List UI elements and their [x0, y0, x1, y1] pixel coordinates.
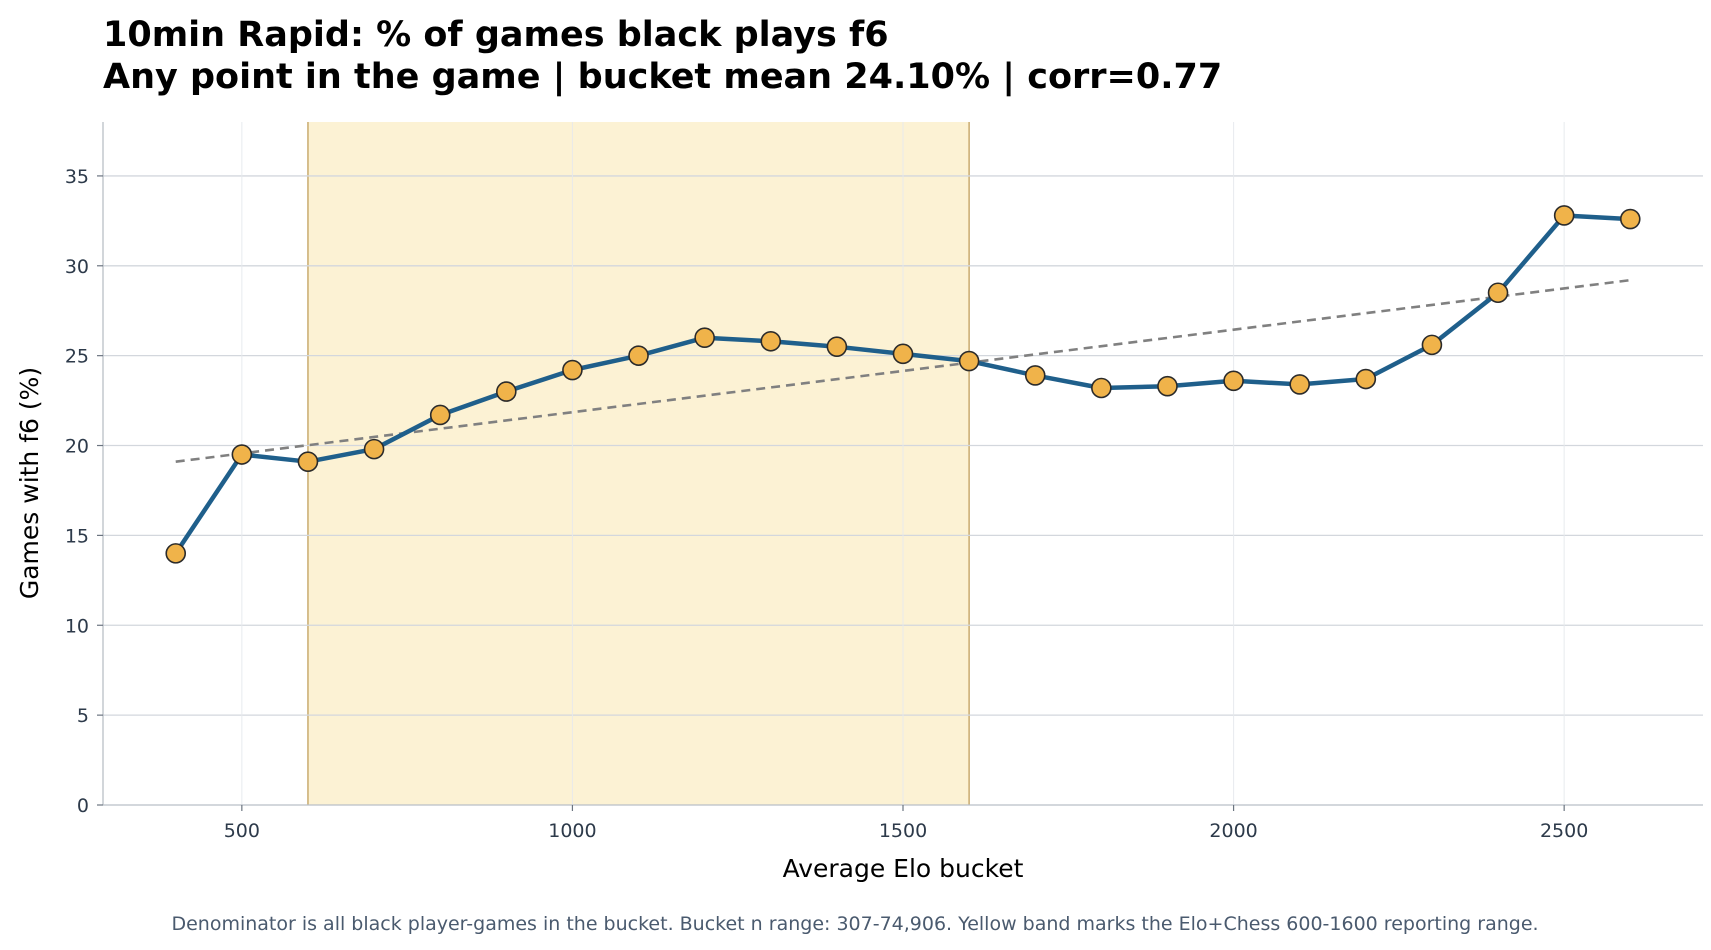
data-point — [363, 438, 385, 460]
y-axis-label: Games with f6 (%) — [15, 367, 44, 599]
data-point — [826, 336, 848, 357]
data-point — [760, 330, 782, 352]
data-point — [1553, 205, 1575, 226]
y-tick-label: 35 — [65, 166, 89, 188]
y-tick-label: 15 — [65, 525, 89, 547]
trendline-layer — [175, 278, 1631, 463]
data-point — [496, 381, 517, 402]
chart-title: 10min Rapid: % of games black plays f6 — [103, 15, 889, 55]
data-point — [1487, 282, 1509, 304]
data-point — [562, 359, 583, 381]
data-point — [1289, 374, 1310, 395]
data-point — [958, 350, 980, 372]
x-tick-label: 1500 — [879, 820, 927, 842]
y-tick-label: 10 — [65, 615, 89, 637]
y-tick-label: 5 — [77, 705, 89, 727]
data-point — [1024, 365, 1046, 386]
x-axis-label: Average Elo bucket — [783, 854, 1024, 883]
trendline — [175, 278, 1631, 463]
data-point — [429, 404, 451, 426]
footnote: Denominator is all black player-games in… — [171, 913, 1538, 935]
y-tick-label: 25 — [65, 346, 89, 368]
data-point — [1421, 334, 1443, 356]
data-point — [1223, 370, 1244, 392]
x-tick-label: 500 — [224, 820, 260, 842]
x-axis-ticks: 500 1000 1500 2000 2500 — [224, 805, 1588, 842]
y-axis-ticks: 0 5 10 15 20 25 30 35 — [65, 166, 103, 817]
series-layer — [165, 205, 1641, 564]
data-point — [297, 451, 319, 473]
data-point — [1619, 208, 1641, 230]
data-point — [892, 343, 914, 365]
y-tick-label: 0 — [77, 795, 89, 817]
reporting-range-band — [307, 122, 970, 805]
x-tick-label: 2500 — [1540, 820, 1588, 842]
data-point — [628, 345, 649, 366]
x-tick-label: 2000 — [1209, 820, 1257, 842]
data-point — [1157, 375, 1178, 397]
data-point — [1091, 377, 1112, 399]
data-point — [694, 327, 715, 348]
data-point — [165, 543, 187, 564]
data-point — [1355, 368, 1377, 390]
chart-subtitle: Any point in the game | bucket mean 24.1… — [103, 57, 1222, 97]
y-tick-label: 30 — [65, 256, 89, 278]
band-fill — [307, 122, 970, 805]
x-tick-label: 1000 — [548, 820, 596, 842]
y-tick-label: 20 — [65, 436, 89, 458]
data-point — [231, 444, 253, 465]
